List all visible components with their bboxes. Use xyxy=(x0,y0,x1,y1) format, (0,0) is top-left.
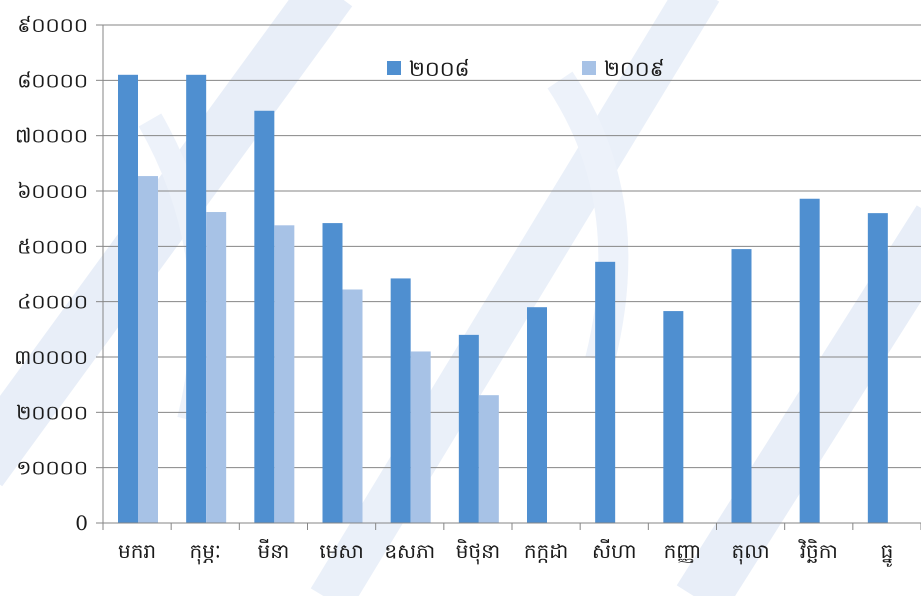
axes xyxy=(96,24,921,530)
x-category-label: កញ្ញា xyxy=(664,539,702,563)
bar-series2 xyxy=(138,176,158,523)
y-tick-label: ៤០០០០ xyxy=(17,290,88,314)
bar-series1 xyxy=(186,74,207,524)
legend-label: ២០០៨ xyxy=(409,57,470,81)
bar-series1 xyxy=(527,307,547,523)
bar-series2 xyxy=(410,351,431,523)
bar-series2 xyxy=(274,225,295,523)
bar-series2 xyxy=(206,212,227,523)
legend-swatch xyxy=(582,61,596,75)
bar-series1 xyxy=(595,261,616,523)
x-category-label: មករា xyxy=(118,539,156,563)
bar-series1 xyxy=(118,74,138,524)
y-tick-label: ២០០០០ xyxy=(16,400,88,424)
x-category-label: ធ្នូ xyxy=(881,539,894,567)
legend-label: ២០០៩ xyxy=(604,57,665,81)
x-category-label: តុលា xyxy=(732,539,770,565)
bars xyxy=(118,74,888,524)
bar-series1 xyxy=(663,311,684,523)
bar-series2 xyxy=(478,395,499,523)
legend-swatch xyxy=(387,61,401,75)
bar-series2 xyxy=(342,289,363,523)
bar-series1 xyxy=(254,110,275,524)
y-tick-label: 0 xyxy=(75,511,88,535)
bar-series1 xyxy=(458,334,479,523)
x-category-labels: មករា កុម្ភៈ មីនា មេសា ឧសភា មិថុនា កក្កដា សីហា កញ… xyxy=(118,538,893,567)
x-category-label: វិច្ឆិកា xyxy=(798,538,838,563)
x-category-label: សីហា xyxy=(592,538,636,563)
legend: ២០០៨ ២០០៩ xyxy=(387,57,665,81)
x-category-label: មីនា xyxy=(258,538,290,563)
bar-series1 xyxy=(322,223,343,524)
y-tick-label: ៥០០០០ xyxy=(17,234,88,258)
y-tick-labels: 0 ១០០០០ ២០០០០ ៣០០០០ ៤០០០០ ៥០០០០ ៦០០០០ ៧០០០០ ៨០០០… xyxy=(14,13,88,535)
bar-series1 xyxy=(867,213,888,523)
bar-series1 xyxy=(799,198,820,523)
y-tick-label: ៨០០០០ xyxy=(17,68,88,92)
x-category-label: កុម្ភៈ xyxy=(190,539,222,565)
bar-series1 xyxy=(731,249,752,523)
y-tick-label: ១០០០០ xyxy=(16,456,88,480)
y-tick-label: ៩០០០០ xyxy=(17,13,88,37)
y-tick-label: ៧០០០០ xyxy=(15,124,88,148)
x-category-label: កក្កដា xyxy=(524,539,568,563)
x-category-label: មេសា xyxy=(319,539,363,563)
bar-series1 xyxy=(390,278,411,523)
x-category-label: មិថុនា xyxy=(456,538,500,565)
x-category-label: ឧសភា xyxy=(384,539,435,563)
y-tick-label: ៣០០០០ xyxy=(14,345,88,369)
gridlines xyxy=(103,24,921,469)
y-tick-label: ៦០០០០ xyxy=(17,179,88,203)
